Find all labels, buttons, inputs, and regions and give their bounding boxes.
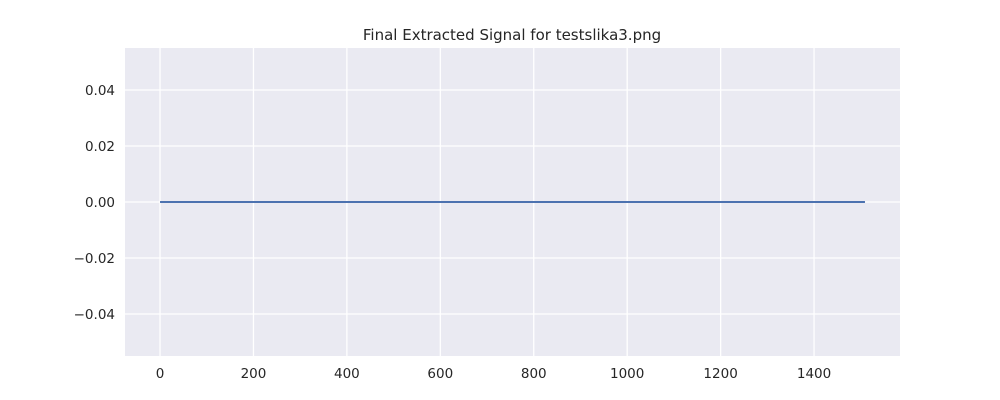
x-tick-label: 600 [427,366,453,382]
chart-title: Final Extracted Signal for testslika3.pn… [363,26,661,44]
x-tick-label: 400 [334,366,360,382]
x-axis-tick-labels: 0 200 400 600 800 1000 1200 1400 [156,366,831,382]
y-tick-label: −0.02 [74,251,115,267]
x-tick-label: 0 [156,366,165,382]
x-tick-label: 1000 [610,366,644,382]
x-tick-label: 200 [241,366,267,382]
y-tick-label: 0.04 [85,83,115,99]
x-tick-label: 1200 [703,366,737,382]
x-tick-label: 1400 [797,366,831,382]
y-tick-label: 0.02 [85,139,115,155]
y-tick-label: −0.04 [74,307,115,323]
x-tick-label: 800 [521,366,547,382]
y-axis-tick-labels: 0.04 0.02 0.00 −0.02 −0.04 [74,83,115,323]
y-tick-label: 0.00 [85,195,115,211]
